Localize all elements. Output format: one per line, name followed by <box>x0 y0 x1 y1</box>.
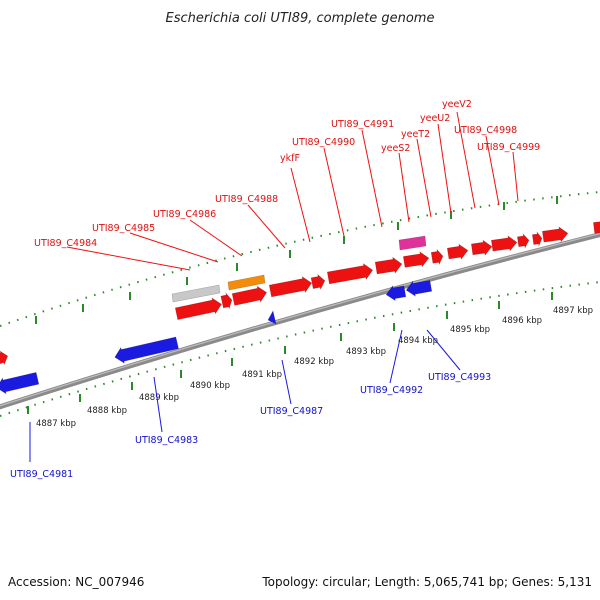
callout-line <box>426 329 461 371</box>
callout-line <box>456 111 476 209</box>
reverse-gene-labels: UTI89_C4981 UTI89_C4983 UTI89_C4987 UTI89_C… <box>10 372 491 480</box>
accession-text: Accession: NC_007946 <box>8 575 144 589</box>
tick-label: 4897 kbp <box>553 306 593 316</box>
tick-labels: 4887 kbp 4888 kbp 4889 kbp 4890 kbp 4891 kbp… <box>36 306 593 429</box>
tick-label: 4892 kbp <box>294 357 334 367</box>
forward-gene <box>593 218 600 236</box>
reverse-gene <box>0 372 40 395</box>
forward-gene-label: UTI89_C4988 <box>215 194 278 205</box>
major-ticks <box>27 196 558 414</box>
forward-gene <box>220 292 233 310</box>
forward-gene-label: UTI89_C4990 <box>292 137 355 148</box>
reverse-gene-label: UTI89_C4981 <box>10 469 73 480</box>
forward-gene-labels: UTI89_C4984 UTI89_C4985 UTI89_C4986 UTI89_C… <box>34 99 540 249</box>
inner-dotted-ring <box>0 281 600 417</box>
forward-gene <box>374 256 403 275</box>
outer-dotted-ring <box>0 191 600 327</box>
forward-gene <box>491 235 518 252</box>
reverse-gene-label: UTI89_C4993 <box>428 372 491 383</box>
forward-gene <box>268 276 313 298</box>
forward-gene-label: UTI89_C4999 <box>477 142 540 153</box>
callout-line <box>66 246 191 271</box>
forward-gene <box>430 248 444 266</box>
reverse-gene <box>114 336 179 364</box>
forward-gene <box>231 285 268 306</box>
tick-label: 4891 kbp <box>242 370 282 380</box>
callout-line <box>281 359 292 405</box>
forward-gene <box>517 233 530 249</box>
callout-line <box>290 167 311 243</box>
callout-line <box>389 329 403 384</box>
tick-label: 4893 kbp <box>346 347 386 357</box>
callout-lines <box>29 111 519 462</box>
misc-feature <box>171 284 221 303</box>
forward-gene <box>174 297 222 321</box>
rrna-feature <box>227 274 266 291</box>
callout-line <box>323 147 345 237</box>
forward-gene-label: UTI89_C4991 <box>331 119 394 130</box>
tick-label: 4894 kbp <box>398 336 438 346</box>
reverse-gene <box>385 285 407 302</box>
tick-label: 4896 kbp <box>502 316 542 326</box>
forward-gene <box>0 350 9 366</box>
forward-gene <box>402 251 430 268</box>
forward-gene-label: yeeU2 <box>420 113 450 124</box>
forward-gene-label: UTI89_C4986 <box>153 209 216 220</box>
callout-line <box>153 376 163 433</box>
tick-label: 4887 kbp <box>36 419 76 429</box>
tick-label: 4895 kbp <box>450 325 490 335</box>
gene-features <box>0 218 600 395</box>
forward-gene-label: ykfF <box>280 153 300 164</box>
forward-gene <box>532 230 543 248</box>
forward-gene <box>470 239 493 256</box>
reverse-gene-label: UTI89_C4992 <box>360 385 423 396</box>
tick-label: 4890 kbp <box>190 381 230 391</box>
callout-line <box>416 138 432 218</box>
forward-gene <box>326 262 374 285</box>
callout-line <box>361 129 383 228</box>
forward-gene-label: UTI89_C4998 <box>454 125 517 136</box>
forward-gene-label: yeeT2 <box>401 129 430 140</box>
genome-summary-text: Topology: circular; Length: 5,065,741 bp… <box>261 575 592 589</box>
reverse-gene-label: UTI89_C4987 <box>260 406 323 417</box>
forward-gene <box>310 273 326 291</box>
reverse-gene <box>267 310 277 325</box>
callout-line <box>189 219 243 257</box>
reverse-gene-label: UTI89_C4983 <box>135 435 198 446</box>
forward-gene-label: yeeV2 <box>442 99 472 110</box>
callout-line <box>437 123 452 214</box>
forward-gene-label: UTI89_C4985 <box>92 223 155 234</box>
forward-gene <box>446 243 469 260</box>
callout-line <box>398 152 410 223</box>
trna-feature <box>398 235 427 251</box>
forward-gene <box>542 226 569 243</box>
forward-gene-label: UTI89_C4984 <box>34 238 97 249</box>
forward-gene-label: yeeS2 <box>381 143 410 154</box>
callout-line <box>512 151 519 202</box>
reverse-gene <box>405 280 433 297</box>
callout-line <box>247 204 286 249</box>
tick-label: 4889 kbp <box>139 393 179 403</box>
map-title: Escherichia coli UTI89, complete genome <box>166 11 435 26</box>
tick-label: 4888 kbp <box>87 406 127 416</box>
callout-line <box>129 232 219 263</box>
genome-backbone <box>0 231 600 410</box>
callout-line <box>485 135 500 206</box>
